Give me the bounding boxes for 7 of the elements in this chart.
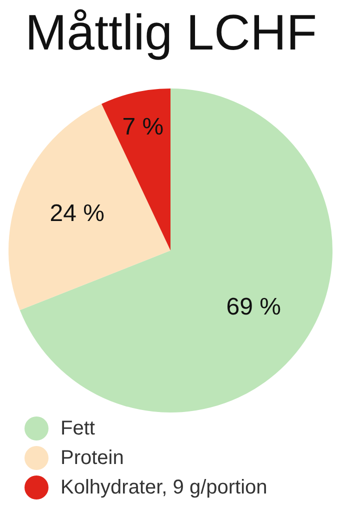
legend-label: Kolhydrater, 9 g/portion (60, 476, 268, 498)
chart-title: Måttlig LCHF (25, 4, 317, 60)
legend-label: Protein (60, 447, 124, 469)
data-label: 24 % (50, 200, 104, 228)
legend-label: Fett (60, 418, 96, 440)
data-label: 69 % (226, 293, 281, 320)
data-label: 7 % (122, 114, 164, 141)
